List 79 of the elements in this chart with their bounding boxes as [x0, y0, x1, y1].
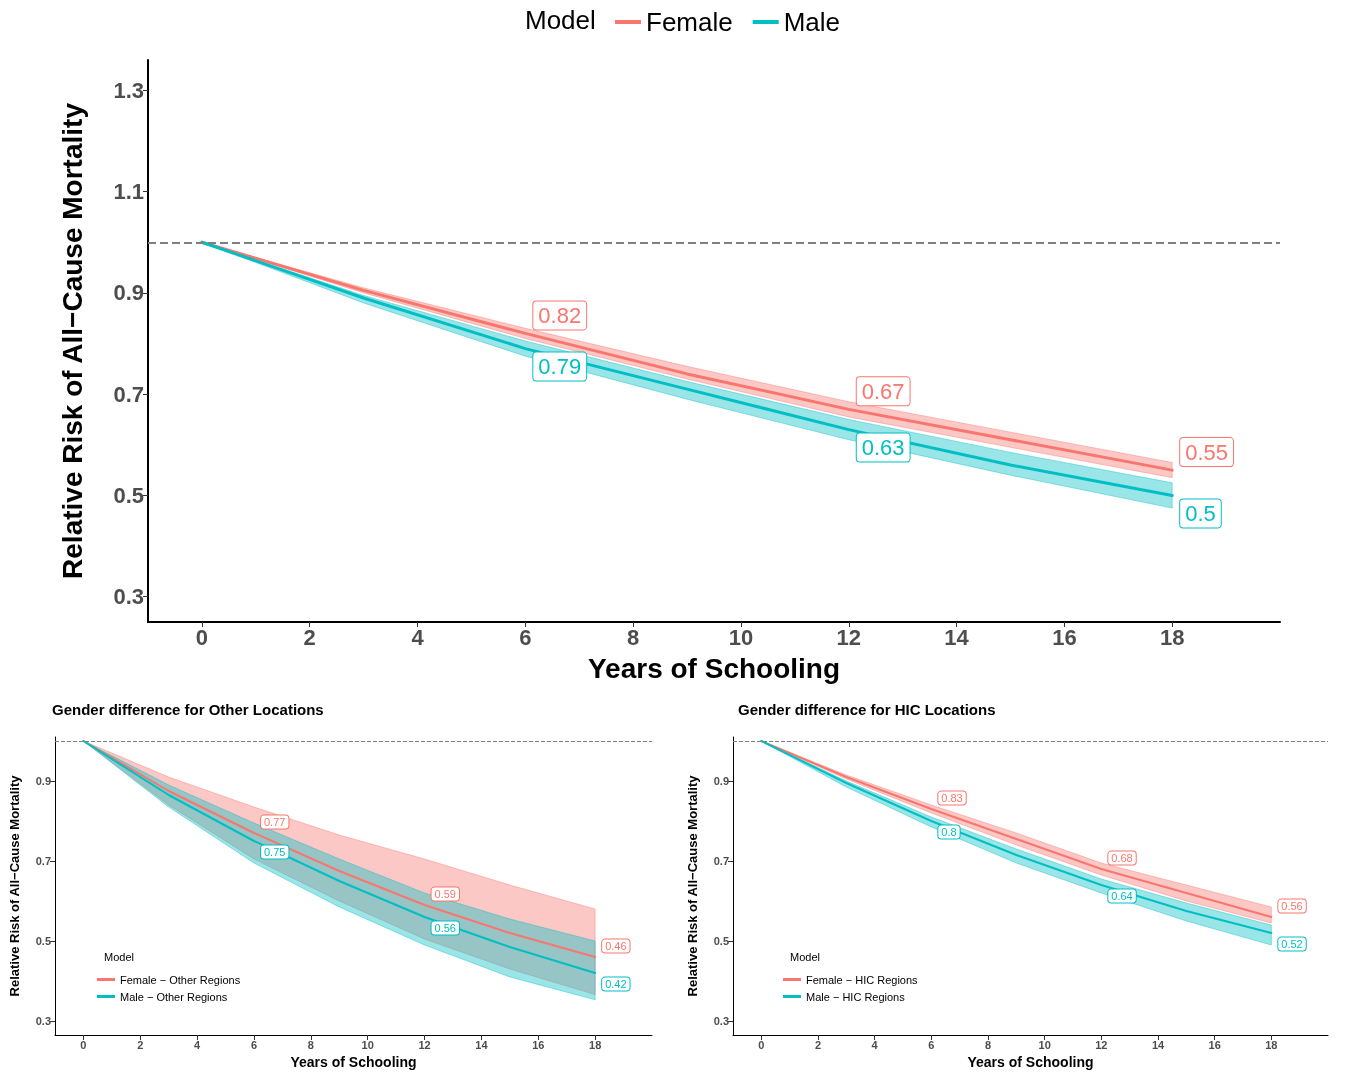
- y-tick-label: 0.7: [713, 855, 729, 867]
- data-label: 0.79: [538, 354, 582, 380]
- chart-title: Gender difference for HIC Locations: [738, 701, 996, 718]
- legend-label: Male − Other Regions: [120, 990, 228, 1003]
- x-tick-label: 10: [361, 1038, 374, 1051]
- x-axis-title: Years of Schooling: [290, 1053, 417, 1070]
- y-axis-title: Relative Risk of All−Cause Mortality: [685, 774, 700, 997]
- data-label: 0.83: [941, 792, 963, 804]
- x-tick-label: 4: [194, 1038, 202, 1051]
- legend-label: Female − Other Regions: [120, 973, 241, 986]
- data-label: 0.8: [941, 826, 957, 838]
- x-tick-label: 12: [836, 624, 861, 650]
- x-tick-label: 18: [1159, 624, 1185, 650]
- y-tick-label: 0.7: [113, 381, 144, 407]
- x-tick-label: 0: [195, 624, 209, 650]
- x-tick-label: 8: [984, 1038, 992, 1051]
- x-tick-label: 16: [1052, 624, 1077, 650]
- y-axis-title: Relative Risk of All−Cause Mortality: [7, 774, 22, 997]
- x-axis-title: Years of Schooling: [587, 652, 841, 684]
- x-tick-label: 14: [944, 624, 970, 650]
- x-tick-label: 16: [1208, 1038, 1221, 1051]
- legend-label: Male: [783, 7, 841, 37]
- data-label: 0.77: [264, 816, 286, 828]
- x-tick-label: 16: [532, 1038, 545, 1051]
- data-label: 0.56: [1281, 900, 1303, 912]
- x-axis-title: Years of Schooling: [967, 1053, 1094, 1070]
- x-tick-label: 8: [627, 624, 640, 650]
- x-tick-label: 4: [871, 1038, 879, 1051]
- data-label: 0.42: [605, 978, 627, 990]
- x-tick-label: 14: [475, 1038, 489, 1051]
- y-tick-label: 0.3: [713, 1015, 729, 1027]
- legend-label: Male − HIC Regions: [806, 990, 906, 1003]
- x-tick-label: 6: [250, 1038, 258, 1051]
- data-label: 0.52: [1281, 938, 1303, 950]
- x-tick-label: 18: [589, 1038, 602, 1051]
- y-tick-label: 1.1: [113, 179, 144, 205]
- data-label: 0.46: [605, 940, 627, 952]
- y-tick-label: 0.9: [35, 775, 51, 787]
- x-tick-label: 2: [303, 624, 316, 650]
- y-axis-title: Relative Risk of All−Cause Mortality: [56, 102, 88, 579]
- y-tick-label: 0.3: [113, 584, 144, 610]
- legend-title: Model: [104, 950, 134, 963]
- data-label: 0.64: [1111, 890, 1133, 902]
- y-tick-label: 0.5: [113, 482, 144, 508]
- legend-label: Female: [646, 7, 733, 37]
- x-tick-label: 6: [928, 1038, 935, 1051]
- legend-title: Model: [525, 5, 596, 35]
- x-tick-label: 6: [519, 624, 532, 650]
- legend-label: Female − HIC Regions: [806, 973, 919, 986]
- legend-title: Model: [790, 950, 820, 963]
- data-label: 0.75: [264, 846, 286, 858]
- x-tick-label: 8: [307, 1038, 314, 1051]
- x-tick-label: 0: [80, 1038, 87, 1051]
- x-tick-label: 14: [1151, 1038, 1165, 1051]
- y-tick-label: 0.5: [35, 935, 51, 947]
- data-label: 0.55: [1185, 439, 1229, 465]
- x-tick-label: 12: [418, 1038, 431, 1051]
- x-tick-label: 10: [1038, 1038, 1051, 1051]
- data-label: 0.67: [861, 378, 905, 404]
- x-tick-label: 2: [814, 1038, 822, 1051]
- x-tick-label: 4: [411, 624, 425, 650]
- data-label: 0.68: [1111, 852, 1133, 864]
- chart-title: Gender difference for Other Locations: [52, 701, 324, 718]
- data-label: 0.5: [1185, 500, 1216, 526]
- data-label: 0.56: [434, 922, 456, 934]
- x-tick-label: 10: [728, 624, 754, 650]
- x-tick-label: 18: [1265, 1038, 1278, 1051]
- data-label: 0.82: [538, 302, 582, 328]
- data-label: 0.63: [861, 435, 905, 461]
- y-tick-label: 1.3: [113, 77, 144, 103]
- data-label: 0.59: [434, 888, 456, 900]
- y-tick-label: 0.3: [35, 1015, 51, 1027]
- x-tick-label: 12: [1095, 1038, 1108, 1051]
- y-tick-label: 0.9: [113, 280, 144, 306]
- y-tick-label: 0.9: [713, 775, 729, 787]
- y-tick-label: 0.5: [713, 935, 729, 947]
- x-tick-label: 2: [137, 1038, 144, 1051]
- y-tick-label: 0.7: [35, 855, 51, 867]
- x-tick-label: 0: [758, 1038, 765, 1051]
